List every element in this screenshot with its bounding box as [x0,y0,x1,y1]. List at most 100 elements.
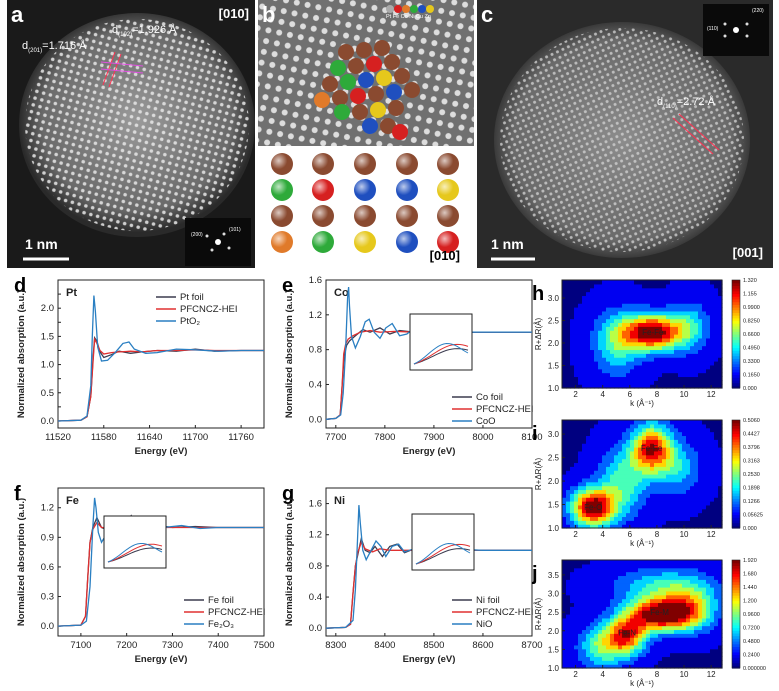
heatmap-cell [718,454,723,460]
heatmap-cell [714,450,719,456]
heatmap-cell [630,633,635,638]
heatmap-cell [602,644,607,650]
heatmap-cell [614,357,619,362]
heatmap-cell [606,310,611,316]
heatmap-cell [594,614,599,619]
heatmap-cell [666,644,671,650]
chart-e-xtick-label: 8100 [521,432,542,443]
heatmap-cell [638,489,643,494]
heatmap-cell [602,637,607,642]
heatmap-cell [686,614,691,619]
heatmap-cell [586,493,591,498]
heatmap-cell [562,489,567,494]
heatmap-cell [602,420,607,425]
heatmap-cell [662,598,667,604]
colorbar-step [732,641,740,645]
heatmap-cell [718,364,723,370]
heatmap-cell [694,583,699,588]
heatmap-cell [666,423,671,429]
heatmap-cell [634,481,639,487]
heatmap-cell [606,481,611,487]
heatmap-cell [670,606,675,611]
colorbar-step [732,651,740,656]
heatmap-cell [714,466,719,471]
heatmap-cell [694,314,699,320]
heatmap-cell [678,567,683,573]
heatmap-cell [670,420,675,425]
heatmap-cell [598,287,603,293]
heatmap-cell [634,664,639,669]
heatmap-cell [590,364,595,370]
heatmap-cell [670,380,675,385]
heatmap-cell [678,314,683,320]
heatmap-cell [714,454,719,460]
chart-d-panel-label: d [14,275,26,297]
colorbar-step [732,578,740,583]
heatmap-cell [706,322,711,327]
heatmap-cell [626,477,631,483]
heatmap-cell [714,629,719,634]
heatmap-cell [602,617,607,623]
chart-h-colorbar-label: 0.3300 [743,359,760,365]
heatmap-cell [714,380,719,385]
heatmap-cell [606,614,611,619]
heatmap-cell [630,364,635,370]
heatmap-cell [638,380,643,385]
heatmap-cell [654,447,659,452]
heatmap-cell [658,458,663,464]
heatmap-cell [630,283,635,289]
heatmap-cell [586,474,591,479]
heatmap-cell [626,625,631,631]
chart-h-colorbar-label: 1.155 [743,292,757,298]
heatmap-cell [618,361,623,366]
heatmap-cell [570,353,575,358]
heatmap-cell [614,602,619,607]
heatmap-cell [694,450,699,456]
heatmap-cell [630,420,635,425]
heatmap-cell [662,625,667,631]
heatmap-cell [658,579,663,584]
heatmap-cell [646,602,651,607]
heatmap-cell [570,345,575,351]
heatmap-cell [690,524,695,529]
heatmap-cell [590,621,595,627]
heatmap-cell [598,602,603,607]
heatmap-cell [662,648,667,654]
heatmap-cell [598,524,603,529]
heatmap-cell [642,349,647,354]
heatmap-cell [642,314,647,320]
heatmap-cell [590,334,595,339]
colorbar-step [732,476,740,480]
heatmap-cell [714,384,719,389]
heatmap-cell [634,489,639,494]
heatmap-cell [586,563,591,569]
heatmap-cell [574,283,579,289]
heatmap-cell [670,598,675,604]
heatmap-cell [566,295,571,300]
heatmap-cell [566,614,571,619]
heatmap-cell [694,652,699,658]
heatmap-cell [638,364,643,370]
heatmap-cell [586,423,591,429]
heatmap-cell [714,656,719,661]
chart-d-xtick-label: 11580 [91,432,117,443]
heatmap-cell [570,462,575,467]
heatmap-cell [610,423,615,429]
heatmap-cell [642,524,647,529]
heatmap-cell [706,629,711,634]
heatmap-cell [570,641,575,646]
heatmap-cell [562,330,567,335]
heatmap-cell [642,431,647,437]
heatmap-cell [630,621,635,627]
heatmap-cell [674,501,679,506]
heatmap-cell [582,295,587,300]
heatmap-cell [694,361,699,366]
heatmap-cell [662,652,667,658]
heatmap-cell [594,326,599,331]
heatmap-cell [714,485,719,491]
heatmap-cell [618,567,623,573]
heatmap-cell [598,587,603,592]
heatmap-cell [674,617,679,623]
heatmap-cell [610,364,615,370]
